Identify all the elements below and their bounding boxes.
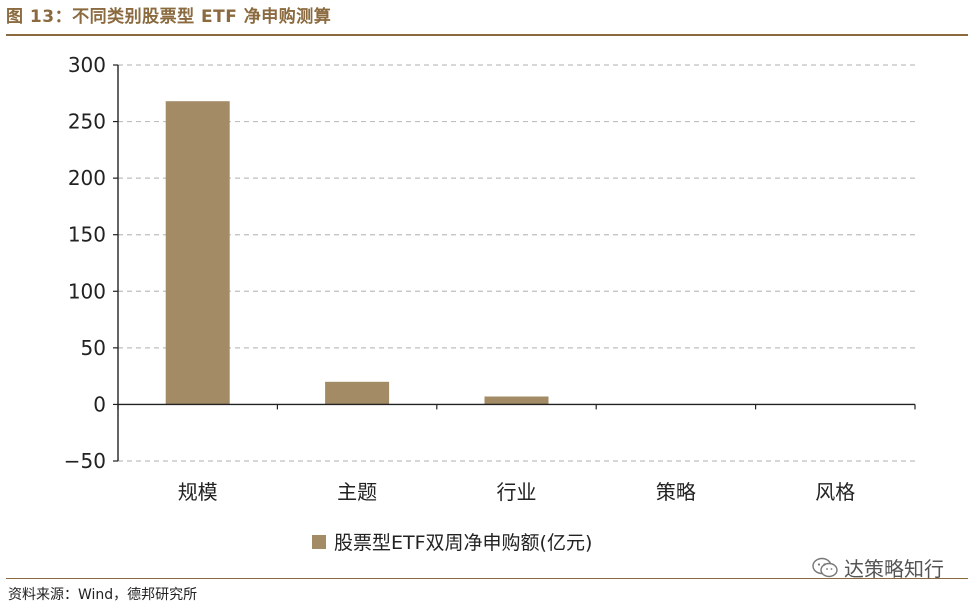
- legend-label: 股票型ETF双周净申购额(亿元): [334, 532, 593, 554]
- x-tick-label: 规模: [178, 480, 218, 504]
- y-tick-label: 200: [68, 166, 106, 190]
- grid-lines: [118, 64, 915, 462]
- x-tick-labels: 规模 主题 行业 策略 风格: [178, 480, 856, 504]
- x-tick-label: 主题: [337, 480, 377, 504]
- bar: [484, 396, 549, 405]
- y-tick-labels: −50 0 50 100 150 200 250 300: [64, 53, 106, 473]
- y-tick-label: 100: [68, 279, 106, 303]
- source-note: 资料来源：Wind，德邦研究所: [8, 587, 198, 603]
- y-tick-label: 250: [68, 110, 106, 134]
- legend-swatch: [312, 534, 326, 549]
- y-tick-label: 150: [68, 223, 106, 247]
- bar: [325, 381, 390, 405]
- y-tick-label: 300: [68, 53, 106, 77]
- y-tick-label: 0: [93, 392, 106, 416]
- legend: 股票型ETF双周净申购额(亿元): [312, 528, 592, 555]
- watermark-text: 达策略知行: [844, 557, 944, 581]
- bar: [165, 101, 230, 405]
- bars: [165, 101, 549, 405]
- source-rule: [6, 578, 968, 579]
- figure-title: 图 13：不同类别股票型 ETF 净申购测算: [6, 7, 332, 27]
- wechat-icon: [812, 557, 838, 577]
- y-tick-label: 50: [81, 336, 106, 360]
- bar-chart: −50 0 50 100 150 200 250 300 规模 主题 行业 策略 风格: [64, 53, 916, 504]
- x-tick-label: 风格: [815, 480, 855, 504]
- watermark: 达策略知行: [812, 553, 944, 582]
- x-tick-label: 行业: [497, 480, 537, 504]
- x-tick-label: 策略: [656, 480, 696, 504]
- y-tick-label: −50: [64, 449, 106, 473]
- title-rule: [6, 34, 968, 36]
- axes: [113, 64, 916, 462]
